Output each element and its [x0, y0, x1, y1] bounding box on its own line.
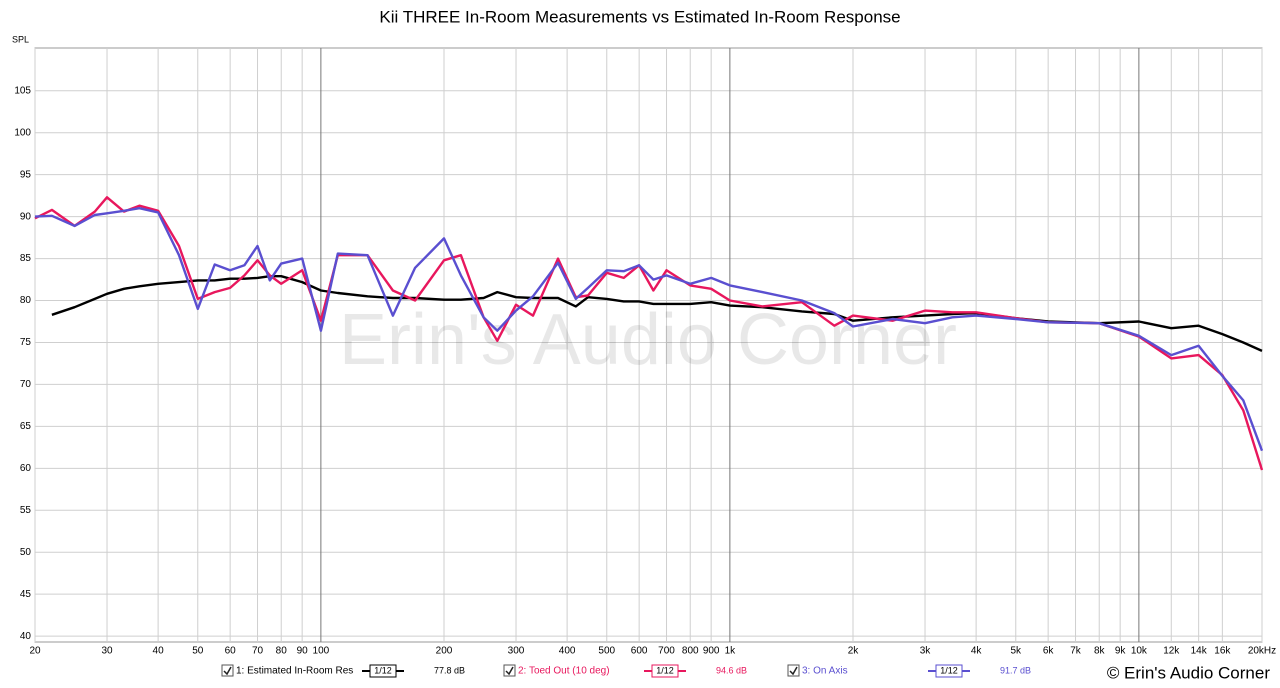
- y-tick-label: 105: [14, 85, 31, 96]
- x-tick-label: 20: [29, 646, 41, 657]
- x-tick-label: 10k: [1131, 646, 1148, 657]
- series-line: [34, 196, 1264, 471]
- legend-name: 3: On Axis: [802, 666, 848, 677]
- y-axis-label: SPL: [12, 34, 29, 44]
- y-tick-label: 55: [20, 505, 32, 516]
- x-tick-label: 300: [508, 646, 525, 657]
- x-tick-label: 80: [276, 646, 288, 657]
- legend-smoothing-box: [651, 664, 679, 678]
- x-tick-label: 60: [225, 646, 237, 657]
- x-tick-label: 6k: [1043, 646, 1055, 657]
- x-tick-label: 30: [101, 646, 113, 657]
- legend-name: 1: Estimated In-Room Res: [236, 666, 353, 677]
- copyright: © Erin's Audio Corner: [1107, 663, 1271, 682]
- x-tick-label: 2k: [848, 646, 860, 657]
- x-tick-label: 900: [703, 646, 720, 657]
- x-tick-label: 500: [598, 646, 615, 657]
- x-tick-label: 8k: [1094, 646, 1106, 657]
- legend-level: 94.6 dB: [716, 665, 747, 675]
- watermark: Erin's Audio Corner: [339, 300, 957, 380]
- x-tick-label: 70: [252, 646, 264, 657]
- x-tick-label: 800: [682, 646, 699, 657]
- y-tick-label: 65: [20, 421, 32, 432]
- y-tick-label: 95: [20, 169, 32, 180]
- y-tick-label: 45: [20, 589, 32, 600]
- y-tick-label: 40: [20, 631, 32, 642]
- legend-smoothing: 1/12: [940, 665, 958, 675]
- x-tick-label: 3k: [920, 646, 932, 657]
- legend-level: 91.7 dB: [1000, 665, 1031, 675]
- grid: [34, 48, 1263, 642]
- y-tick-label: 90: [20, 211, 32, 222]
- legend-smoothing: 1/12: [656, 665, 674, 675]
- series-line: [34, 207, 1264, 452]
- legend-smoothing: 1/12: [374, 665, 392, 675]
- legend-check: [223, 666, 232, 676]
- legend-checkbox[interactable]: [221, 664, 234, 677]
- legend-name: 2: Toed Out (10 deg): [518, 666, 610, 677]
- y-tick-label: 80: [20, 295, 32, 306]
- y-tick-label: 100: [14, 127, 31, 138]
- x-tick-label: 14k: [1191, 646, 1208, 657]
- legend-check: [789, 666, 798, 676]
- x-tick-label: 600: [631, 646, 648, 657]
- x-tick-label: 200: [436, 646, 453, 657]
- x-tick-label: 1k: [725, 646, 737, 657]
- x-tick-label: 40: [153, 646, 165, 657]
- x-tick-label: 7k: [1070, 646, 1082, 657]
- x-tick-label: 50: [192, 646, 204, 657]
- x-tick-label: 4k: [971, 646, 983, 657]
- legend-level: 77.8 dB: [434, 665, 465, 675]
- legend-checkbox[interactable]: [503, 664, 516, 677]
- x-tick-label: 16k: [1214, 646, 1231, 657]
- plot-area: [34, 47, 1263, 643]
- x-tick-label: 20kHz: [1248, 646, 1276, 657]
- x-tick-label: 700: [658, 646, 675, 657]
- x-tick-label: 5k: [1010, 646, 1022, 657]
- y-tick-label: 85: [20, 253, 32, 264]
- legend-smoothing-box: [369, 664, 397, 678]
- x-tick-label: 90: [297, 646, 309, 657]
- legend-smoothing-box: [935, 664, 963, 678]
- x-tick-label: 12k: [1163, 646, 1180, 657]
- x-tick-label: 9k: [1115, 646, 1127, 657]
- legend-check: [505, 666, 514, 676]
- y-tick-label: 75: [20, 337, 32, 348]
- chart-title: Kii THREE In-Room Measurements vs Estima…: [379, 7, 900, 26]
- y-tick-label: 50: [20, 547, 32, 558]
- legend-checkbox[interactable]: [787, 664, 800, 677]
- y-tick-label: 60: [20, 463, 32, 474]
- y-tick-label: 70: [20, 379, 32, 390]
- x-tick-label: 400: [559, 646, 576, 657]
- x-tick-label: 100: [313, 646, 330, 657]
